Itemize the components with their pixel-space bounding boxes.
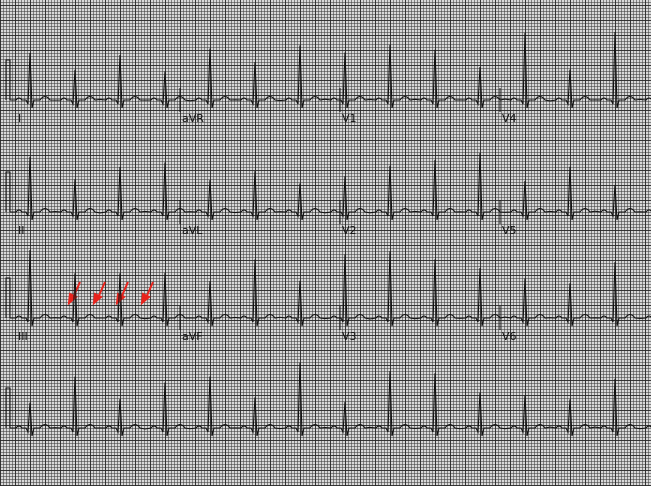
lead-label: aVR <box>182 112 204 125</box>
lead-label: V4 <box>502 112 517 125</box>
lead-label: II <box>18 224 25 237</box>
ecg-trace <box>10 362 651 437</box>
lead-label: V3 <box>342 330 357 343</box>
arrow-head <box>92 292 103 306</box>
calibration-pulse <box>5 59 11 100</box>
lead-label: aVL <box>182 224 203 237</box>
ecg-trace <box>10 31 651 109</box>
calibration-pulse <box>5 277 11 318</box>
ecg-trace <box>10 152 651 221</box>
lead-label: I <box>18 112 21 125</box>
ecg-trace <box>10 250 651 327</box>
arrow-head <box>140 292 151 306</box>
lead-label: aVF <box>182 330 203 343</box>
lead-label: III <box>18 330 28 343</box>
lead-label: V5 <box>502 224 517 237</box>
lead-label: V6 <box>502 330 517 343</box>
calibration-pulse <box>5 387 11 428</box>
lead-label: V1 <box>342 112 357 125</box>
calibration-pulse <box>5 171 11 212</box>
lead-label: V2 <box>342 224 357 237</box>
arrows <box>67 281 154 306</box>
